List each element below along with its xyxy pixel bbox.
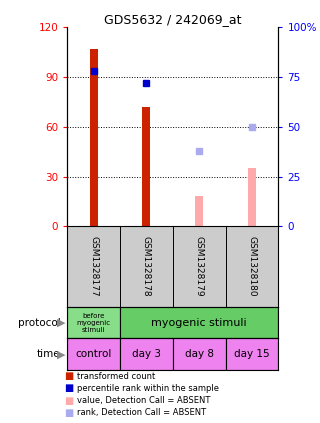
Bar — [67, 307, 120, 338]
Text: value, Detection Call = ABSENT: value, Detection Call = ABSENT — [77, 396, 210, 405]
Bar — [173, 338, 226, 370]
Text: ■: ■ — [64, 408, 73, 418]
Text: GSM1328178: GSM1328178 — [142, 236, 151, 297]
Text: day 15: day 15 — [234, 349, 270, 359]
Bar — [120, 338, 173, 370]
Bar — [120, 307, 278, 338]
Text: control: control — [76, 349, 112, 359]
Text: percentile rank within the sample: percentile rank within the sample — [77, 384, 219, 393]
Text: rank, Detection Call = ABSENT: rank, Detection Call = ABSENT — [77, 408, 206, 417]
Text: ▶: ▶ — [57, 318, 66, 327]
Text: day 3: day 3 — [132, 349, 161, 359]
Title: GDS5632 / 242069_at: GDS5632 / 242069_at — [104, 14, 242, 26]
Text: GSM1328180: GSM1328180 — [247, 236, 257, 297]
Text: GSM1328177: GSM1328177 — [89, 236, 98, 297]
Text: myogenic stimuli: myogenic stimuli — [151, 318, 247, 327]
Bar — [248, 168, 256, 226]
Text: GSM1328179: GSM1328179 — [195, 236, 204, 297]
Bar — [67, 338, 120, 370]
Bar — [90, 49, 98, 226]
Text: ▶: ▶ — [57, 349, 66, 359]
Text: ■: ■ — [64, 396, 73, 406]
Bar — [142, 107, 150, 226]
Text: ■: ■ — [64, 383, 73, 393]
Text: before
myogenic
stimuli: before myogenic stimuli — [76, 313, 111, 332]
Bar — [226, 338, 278, 370]
Text: day 8: day 8 — [185, 349, 214, 359]
Text: protocol: protocol — [18, 318, 61, 327]
Text: ■: ■ — [64, 371, 73, 381]
Text: transformed count: transformed count — [77, 372, 155, 381]
Text: time: time — [37, 349, 61, 359]
Bar — [195, 196, 203, 226]
